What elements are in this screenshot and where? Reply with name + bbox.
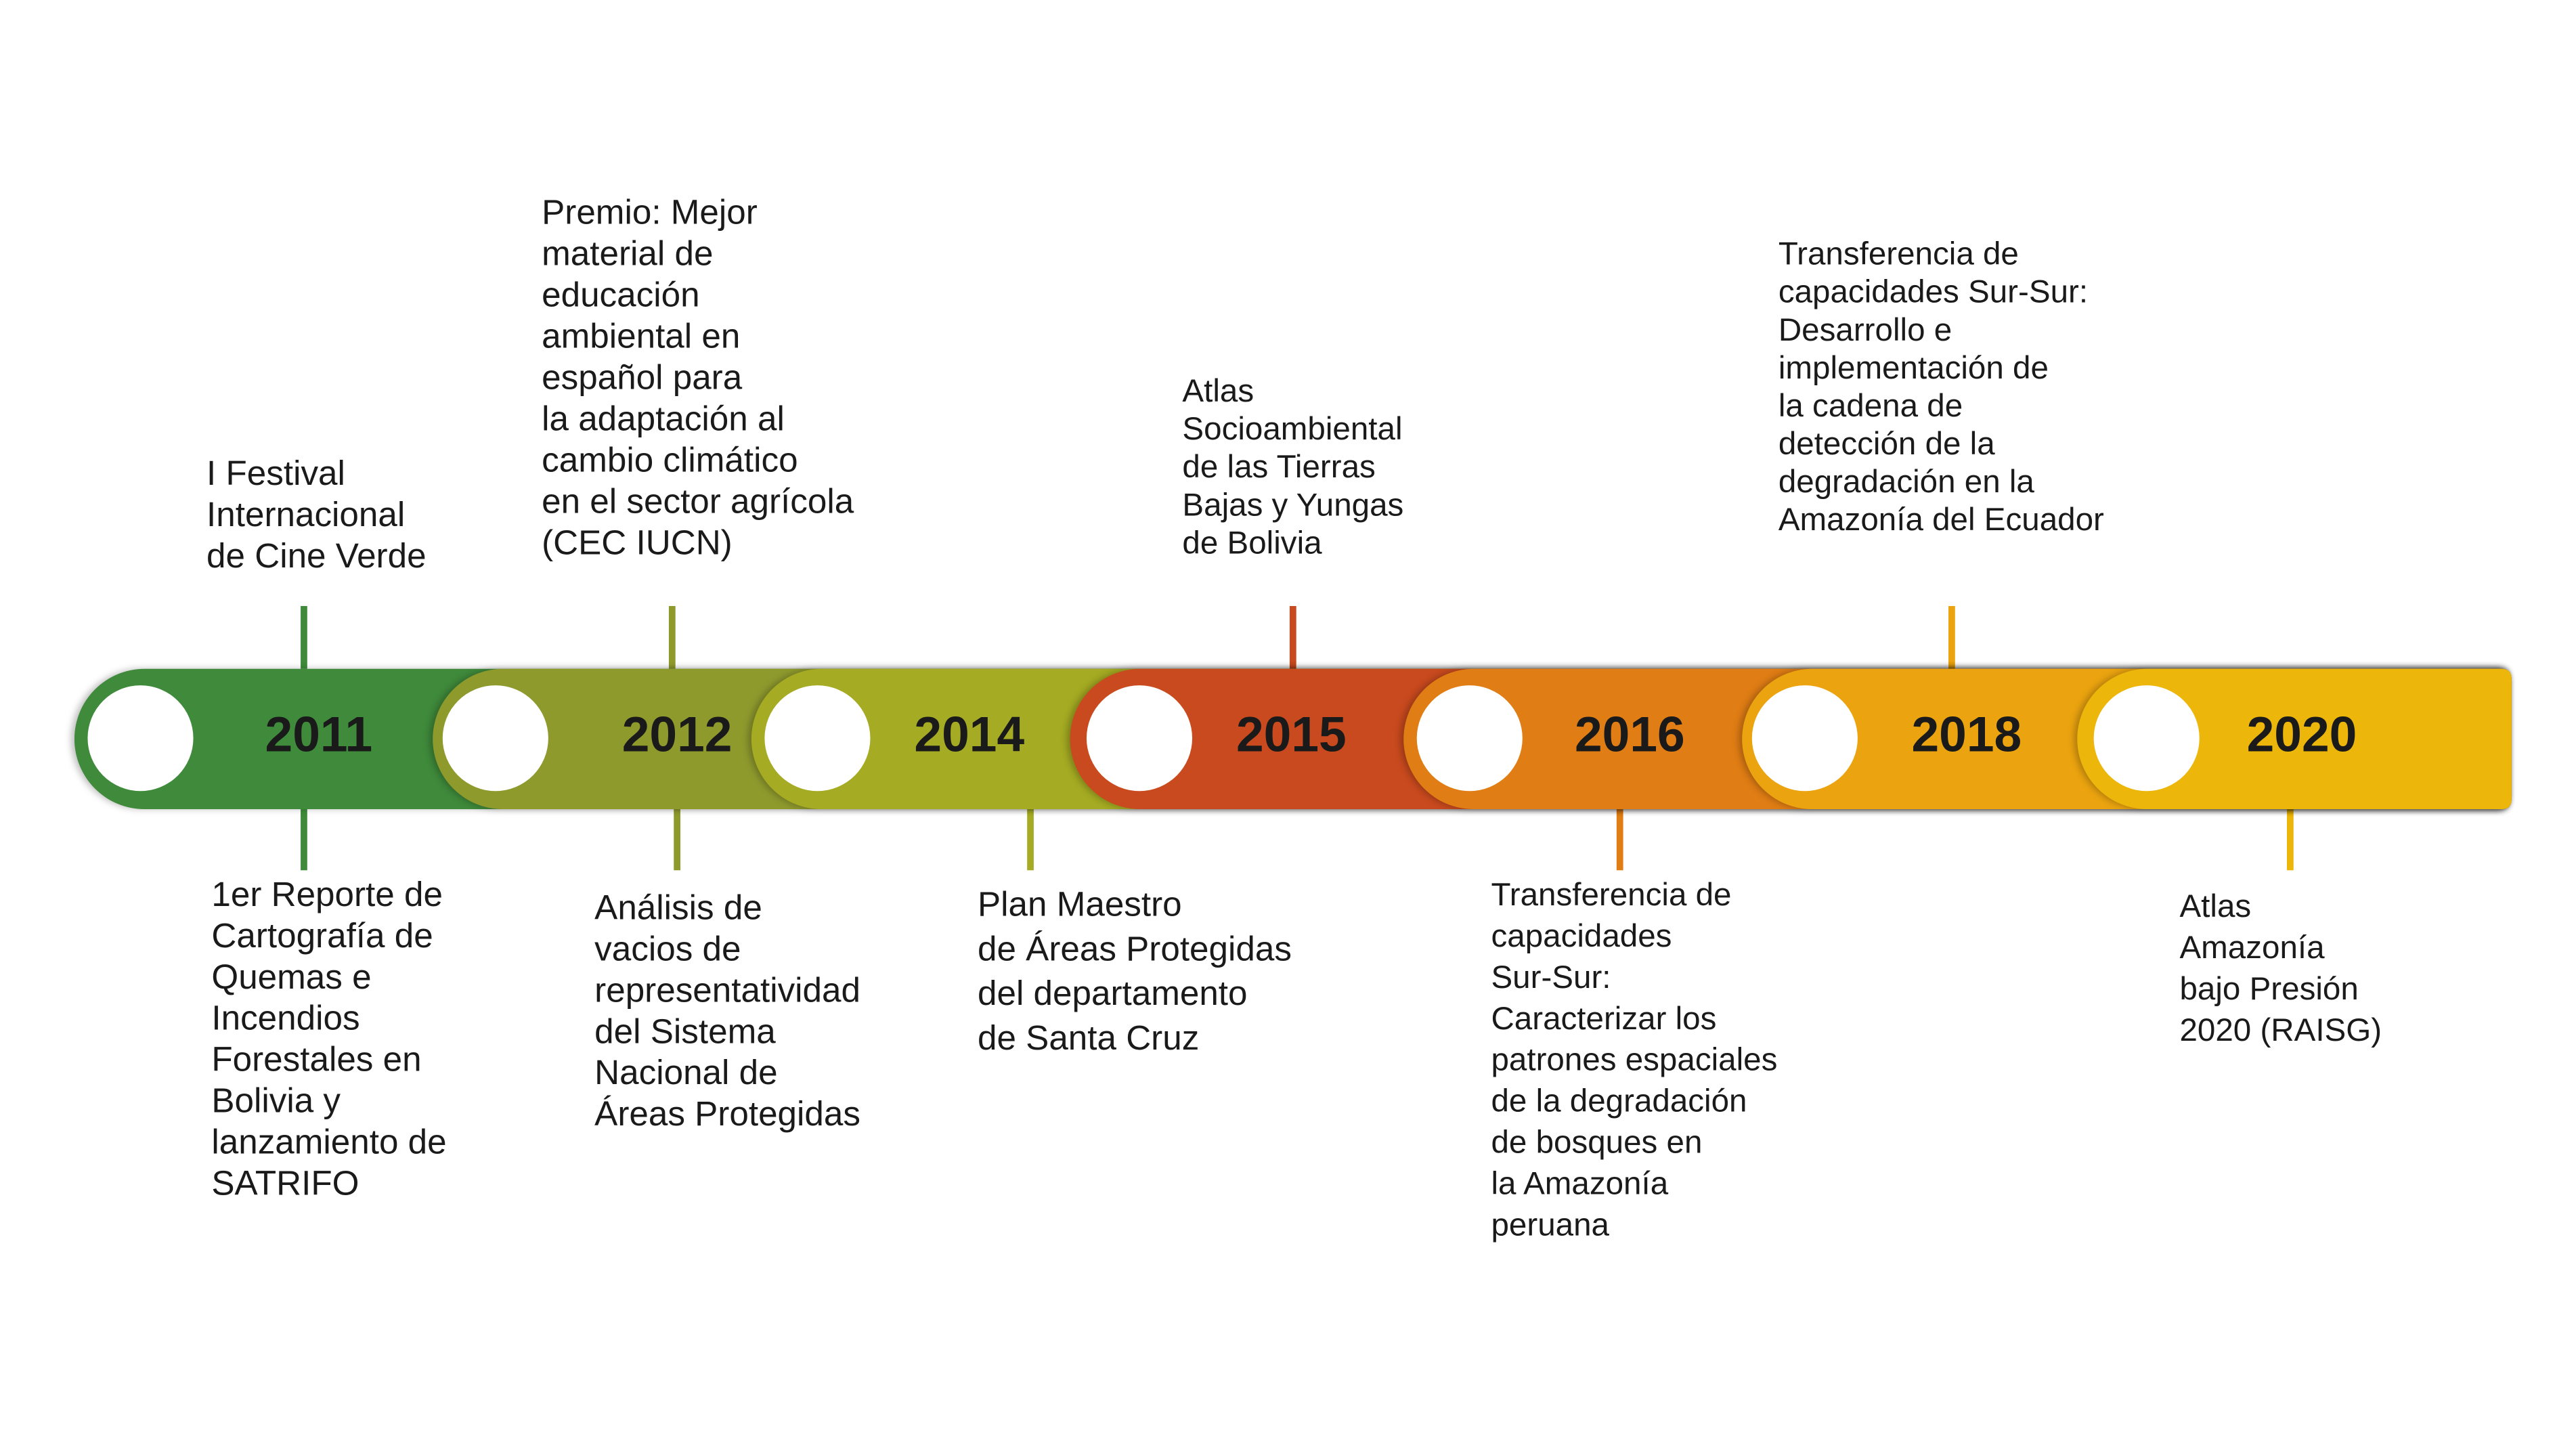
event-text: Transferencia de (1778, 236, 2019, 272)
event-text: capacidades (1491, 918, 1672, 954)
event-text: Plan Maestro (978, 884, 1182, 923)
event-text: patrones espaciales (1491, 1042, 1777, 1078)
event-text: Atlas (2179, 888, 2251, 924)
event-text: la adaptación al (542, 399, 785, 437)
year-label: 2011 (265, 706, 373, 762)
event-text: Transferencia de (1491, 877, 1731, 913)
event-text: Premio: Mejor (542, 193, 758, 232)
event-text: Caracterizar los (1491, 1001, 1716, 1037)
event-text: de Santa Cruz (978, 1018, 1199, 1057)
segment-circle (442, 685, 548, 792)
segment-circle (2093, 685, 2200, 792)
event-text: Cartografía de (211, 916, 433, 955)
event-text: en el sector agrícola (542, 481, 854, 520)
event-text: Socioambiental (1182, 411, 1402, 447)
event-text: (CEC IUCN) (542, 523, 733, 561)
event-text: Nacional de (594, 1053, 777, 1092)
event-text: Bolivia y (211, 1081, 341, 1120)
year-label: 2018 (1911, 706, 2022, 762)
event-text: de Áreas Protegidas (978, 929, 1292, 968)
event-text: cambio climático (542, 440, 798, 479)
event-text: lanzamiento de (211, 1123, 446, 1161)
event-text: 1er Reporte de (211, 875, 443, 913)
segment-circle (1086, 685, 1193, 792)
segment-circle (1751, 685, 1858, 792)
event-text: Incendios (211, 999, 359, 1037)
event-text: material de (542, 234, 713, 273)
event-text: representatividad (594, 970, 860, 1009)
event-text: español para (542, 358, 743, 396)
event-text: del departamento (978, 974, 1248, 1012)
event-text: la Amazonía (1491, 1166, 1668, 1202)
event-text: de Cine Verde (206, 536, 427, 575)
event-text: de la degradación (1491, 1083, 1747, 1119)
year-label: 2020 (2247, 706, 2357, 762)
event-text: del Sistema (594, 1012, 776, 1050)
segment-circle (764, 685, 871, 792)
event-text: vacios de (594, 929, 741, 968)
event-text: Sur-Sur: (1491, 959, 1611, 995)
event-text: educación (542, 276, 699, 314)
event-text: Atlas (1182, 373, 1254, 409)
event-text: implementación de (1778, 350, 2049, 386)
year-label: 2014 (914, 706, 1024, 762)
event-text: ambiental en (542, 316, 740, 355)
year-label: 2016 (1575, 706, 1685, 762)
event-text: Desarrollo e (1778, 312, 1952, 348)
year-label: 2015 (1236, 706, 1347, 762)
event-text: Forestales en (211, 1040, 421, 1079)
event-text: Bajas y Yungas (1182, 487, 1403, 523)
event-text: Amazonía del Ecuador (1778, 502, 2104, 538)
event-text: I Festival (206, 454, 345, 492)
event-text: bajo Presión (2179, 971, 2358, 1007)
event-text: Internacional (206, 495, 405, 534)
segment-circle (1416, 685, 1523, 792)
event-text: Áreas Protegidas (594, 1094, 860, 1133)
segment-circle (87, 685, 194, 792)
event-text: peruana (1491, 1207, 1609, 1243)
event-text: detección de la (1778, 426, 1995, 462)
event-text: de las Tierras (1182, 449, 1375, 485)
event-text: degradación en la (1778, 464, 2035, 500)
event-text: Quemas e (211, 957, 371, 996)
year-label: 2012 (622, 706, 733, 762)
event-text: Amazonía (2179, 930, 2325, 966)
event-text: la cadena de (1778, 388, 1963, 424)
event-text: capacidades Sur-Sur: (1778, 274, 2088, 310)
event-text: 2020 (RAISG) (2179, 1012, 2382, 1048)
event-text: Análisis de (594, 888, 762, 926)
event-text: de bosques en (1491, 1125, 1702, 1161)
event-text: SATRIFO (211, 1164, 359, 1203)
event-text: de Bolivia (1182, 525, 1322, 561)
